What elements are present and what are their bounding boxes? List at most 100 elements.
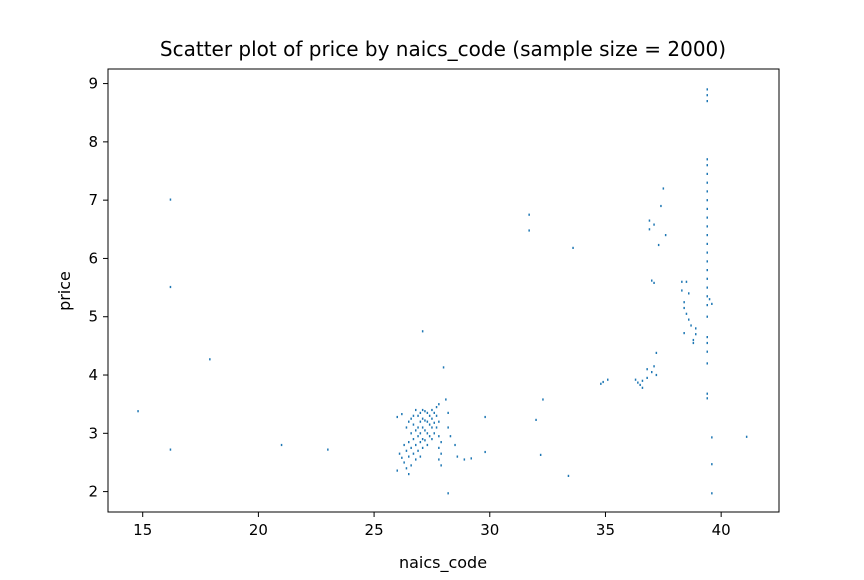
- data-point: [706, 392, 708, 395]
- data-point: [685, 280, 688, 283]
- y-tick-label: 4: [88, 366, 98, 384]
- data-point: [634, 378, 637, 381]
- data-point: [711, 463, 713, 466]
- data-point: [435, 414, 438, 417]
- data-point: [484, 415, 486, 419]
- data-point: [428, 435, 431, 438]
- data-point: [421, 446, 424, 449]
- data-point: [456, 455, 459, 458]
- data-point: [435, 426, 438, 429]
- data-point: [442, 366, 445, 369]
- data-point: [651, 371, 653, 374]
- data-point: [708, 298, 711, 301]
- data-point: [421, 426, 424, 429]
- data-point: [419, 455, 422, 458]
- data-point: [438, 420, 440, 423]
- data-point: [169, 285, 172, 289]
- data-point: [535, 418, 537, 421]
- data-point: [653, 281, 655, 284]
- data-point: [419, 441, 422, 444]
- data-point: [653, 365, 655, 368]
- y-tick-label: 9: [88, 75, 98, 93]
- data-point: [648, 219, 651, 222]
- x-tick-label: 35: [596, 521, 615, 539]
- data-point: [463, 458, 466, 461]
- data-point: [396, 415, 398, 419]
- data-point: [424, 410, 426, 413]
- data-point: [706, 286, 708, 289]
- data-point: [424, 429, 426, 432]
- data-point: [706, 216, 708, 219]
- data-point: [447, 492, 449, 495]
- data-point: [403, 461, 405, 464]
- data-point: [648, 228, 651, 231]
- data-point: [695, 333, 697, 336]
- data-point: [706, 190, 708, 193]
- data-point: [539, 453, 542, 456]
- data-point: [412, 423, 415, 426]
- data-point: [405, 467, 408, 470]
- data-point: [695, 327, 697, 330]
- data-point: [655, 373, 658, 377]
- data-point: [641, 386, 644, 389]
- data-point: [711, 302, 713, 305]
- data-point: [706, 158, 708, 161]
- data-point: [688, 292, 690, 295]
- y-tick-label: 7: [88, 191, 98, 209]
- data-point: [655, 351, 658, 354]
- data-point: [405, 449, 408, 452]
- data-point: [528, 229, 530, 232]
- data-point: [433, 411, 435, 414]
- data-point: [280, 443, 283, 447]
- data-point: [660, 204, 662, 208]
- data-point: [639, 383, 641, 386]
- data-point: [408, 455, 410, 458]
- data-point: [711, 492, 713, 495]
- data-point: [711, 436, 713, 439]
- data-point: [683, 301, 685, 304]
- data-point: [706, 172, 708, 175]
- data-point: [706, 295, 708, 298]
- data-point: [745, 435, 748, 438]
- data-point: [528, 213, 530, 216]
- x-axis: 15 20 25 30 35 40: [133, 512, 731, 539]
- data-point: [662, 187, 665, 190]
- x-axis-label: naics_code: [399, 553, 487, 573]
- data-point: [706, 164, 708, 167]
- data-point: [440, 441, 442, 444]
- data-point: [435, 406, 438, 409]
- data-point: [410, 464, 412, 467]
- data-point: [421, 408, 424, 412]
- data-point: [706, 315, 708, 318]
- data-point: [567, 474, 570, 477]
- data-point: [646, 376, 648, 379]
- data-point: [447, 411, 449, 414]
- data-point: [637, 381, 639, 384]
- data-point: [692, 338, 695, 342]
- data-point: [438, 446, 440, 449]
- data-point: [685, 312, 688, 315]
- data-point: [706, 181, 708, 184]
- data-point: [440, 452, 442, 455]
- data-point: [484, 450, 486, 454]
- data-point: [426, 443, 429, 447]
- data-point: [401, 413, 403, 416]
- data-point: [396, 469, 398, 472]
- data-point: [706, 350, 708, 353]
- data-point: [424, 439, 426, 442]
- data-point: [706, 336, 708, 339]
- data-point: [401, 456, 403, 459]
- y-tick-label: 2: [88, 483, 98, 501]
- data-point: [417, 449, 419, 452]
- data-point: [602, 380, 604, 384]
- data-point: [419, 432, 422, 435]
- data-point: [209, 358, 211, 361]
- data-point: [683, 332, 685, 335]
- x-tick-label: 40: [712, 521, 731, 539]
- y-tick-label: 6: [88, 249, 98, 267]
- data-point: [433, 421, 435, 424]
- data-point: [681, 280, 683, 283]
- data-point: [408, 420, 410, 423]
- data-point: [419, 420, 422, 423]
